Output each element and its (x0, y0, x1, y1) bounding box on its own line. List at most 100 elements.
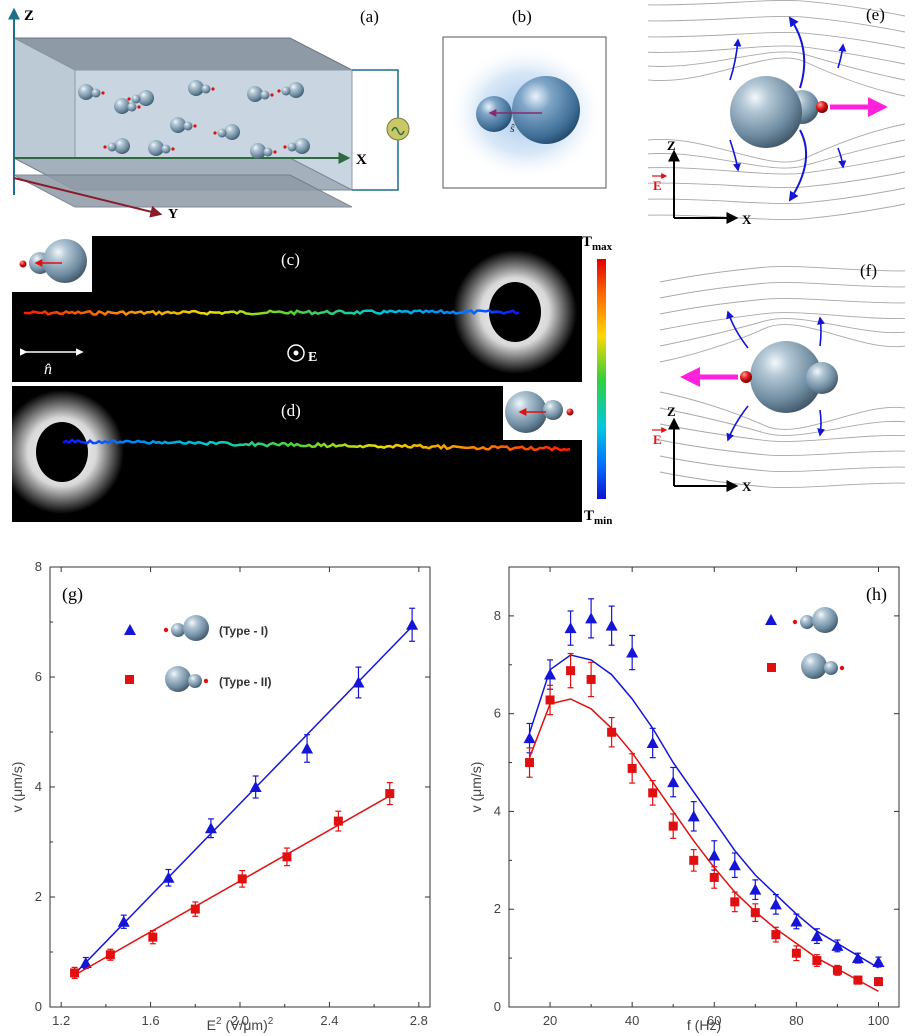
data-point (750, 908, 760, 918)
streamline (647, 45, 906, 65)
data-point (607, 727, 617, 737)
streamline (659, 455, 906, 473)
out-of-plane-dot (293, 350, 299, 356)
red-bead (171, 147, 175, 151)
large-lobe (750, 341, 822, 413)
x-axis-label: f (Hz) (687, 1017, 721, 1033)
streamline (659, 297, 906, 315)
large-lobe (170, 117, 186, 133)
colorbar-gradient (597, 259, 606, 499)
large-lobe (114, 138, 130, 154)
large-lobe (288, 82, 304, 98)
z-axis-label: Z (667, 404, 676, 419)
field-label: E (653, 432, 662, 447)
streamline (659, 312, 906, 331)
data-point (687, 810, 700, 822)
flow-arrow (837, 147, 847, 169)
y-axis-label: Y (168, 207, 178, 222)
legend-marker (765, 614, 777, 625)
colorbar-max-sub: max (592, 241, 613, 253)
y-tick-label: 4 (494, 803, 501, 818)
data-point (544, 668, 557, 680)
x-tick-label: 40 (625, 1013, 639, 1028)
y-tick-label: 2 (35, 889, 42, 904)
small-lobe (127, 102, 137, 112)
data-point (204, 822, 217, 834)
y-tick-label: 6 (35, 669, 42, 684)
red-bead (277, 89, 281, 93)
x-tick-label: 2.8 (410, 1013, 428, 1028)
chart-legend: (Type - I) (Type - II) (124, 615, 271, 692)
small-lobe (281, 86, 291, 96)
flow-arrow (726, 310, 749, 349)
small-lobe (171, 623, 185, 637)
streamline (659, 391, 906, 430)
trajectory-path (24, 308, 520, 317)
svg-text:Tmax: Tmax (582, 234, 613, 253)
ac-source-icon (386, 117, 410, 141)
large-lobe (512, 76, 580, 144)
red-bead (211, 87, 215, 91)
z-axis-label: Z (24, 8, 34, 24)
streamline (647, 123, 906, 163)
small-lobe (201, 84, 211, 94)
small-lobe (188, 674, 202, 688)
data-point (352, 676, 365, 688)
orientation-vector-label: ŝ (510, 121, 515, 135)
streamline (647, 187, 906, 205)
data-point (79, 957, 92, 968)
legend-label: (Type - I) (219, 624, 268, 638)
data-point (585, 612, 598, 624)
data-point (689, 855, 699, 865)
data-point (627, 763, 637, 773)
large-lobe (247, 86, 263, 102)
streamline (659, 318, 906, 347)
flow-arrow (837, 43, 847, 69)
circuit-wire-bottom (352, 140, 399, 191)
x-axis-label: X (356, 152, 367, 168)
streamline (659, 471, 906, 489)
data-point (832, 965, 842, 975)
out-of-plane-icon (287, 344, 305, 362)
streamline (659, 281, 906, 299)
data-point (730, 897, 740, 907)
streamline (647, 51, 906, 81)
red-bead (163, 627, 169, 633)
large-lobe (78, 84, 94, 100)
panel-c: n̂ E (c) (12, 236, 582, 382)
small-lobe (476, 96, 512, 132)
field-label: E (653, 178, 662, 193)
data-point (831, 939, 844, 951)
x-tick-label: 100 (868, 1013, 890, 1028)
x-tick-label: 60 (707, 1013, 721, 1028)
data-point (872, 956, 885, 968)
red-bead (792, 619, 798, 625)
y-axis-label: v (μm/s) (468, 762, 484, 813)
plot-frame (508, 566, 900, 1008)
data-point (873, 977, 883, 987)
data-point (812, 956, 822, 966)
y-tick-label: 2 (494, 901, 501, 916)
y-tick-label: 0 (494, 999, 501, 1014)
streamline (647, 31, 906, 49)
flow-arrow (729, 38, 742, 81)
flow-arrow (817, 409, 826, 437)
streamline (659, 265, 906, 283)
x-axis-label-unit: (V/μm) (222, 1017, 268, 1033)
small-lobe (543, 400, 563, 420)
red-bead (566, 408, 574, 416)
trajectory-path (62, 438, 571, 452)
red-bead (193, 124, 197, 128)
large-lobe (250, 143, 266, 159)
red-bead (127, 97, 131, 101)
fit-curve (528, 654, 879, 969)
panel-b-label: (b) (512, 7, 532, 26)
data-point (853, 975, 863, 985)
data-point (333, 816, 343, 826)
data-point (406, 618, 419, 630)
flow-arrow (788, 129, 807, 202)
fit-curve (528, 698, 879, 993)
z-axis-label: Z (667, 138, 676, 153)
data-point (148, 932, 158, 942)
